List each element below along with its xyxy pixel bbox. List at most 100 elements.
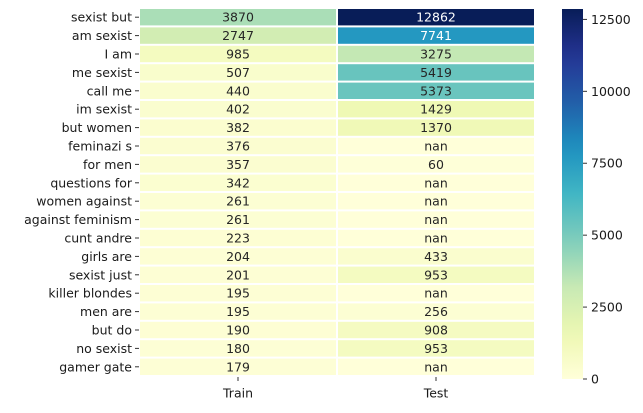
cell-value-men-are-test: 256 [424,304,448,319]
cell-value-cunt-andre-test: nan [424,231,448,246]
row-label-sexist-but: sexist but [71,10,132,25]
cell-women-against-train [140,193,336,210]
cell-but-women-train [140,119,336,136]
row-label-questions-for: questions for [50,175,133,190]
cell-no-sexist-test [338,340,534,357]
row-label-men-are: men are [80,304,132,319]
cell-im-sexist-train [140,101,336,118]
cell-value-but-do-test: 908 [424,323,448,338]
row-label-cunt-andre: cunt andre [64,231,132,246]
cell-cunt-andre-train [140,229,336,247]
cell-value-im-sexist-train: 402 [226,102,250,117]
colorbar-label-7500: 7500 [591,156,623,171]
cell-value-killer-blondes-test: nan [424,286,448,301]
cell-no-sexist-train [140,340,336,357]
cell-me-sexist-test [338,64,534,81]
row-label-i-am: I am [105,47,133,62]
cell-me-sexist-train [140,64,336,81]
cell-sexist-but-test [338,9,534,26]
cell-value-sexist-but-train: 3870 [222,10,254,25]
cell-sexist-just-test [338,266,534,283]
cell-value-gamer-gate-train: 179 [226,359,250,374]
cell-value-call-me-test: 5373 [420,83,452,98]
cell-value-no-sexist-test: 953 [424,341,448,356]
colorbar-label-0: 0 [591,372,599,387]
cell-value-no-sexist-train: 180 [226,341,250,356]
cell-questions-for-train [140,174,336,191]
cell-questions-for-test [338,174,534,191]
cell-but-do-train [140,321,336,339]
row-label-girls-are: girls are [81,249,132,264]
cell-men-are-train [140,303,336,320]
column-label-train: Train [222,386,253,401]
cell-value-call-me-train: 440 [226,83,250,98]
colorbar: 0 2500 5000 7500 10000 12500 [562,9,631,387]
cell-sexist-but-train [140,9,336,26]
row-labels: sexist but am sexist I am me sexist call me i… [24,10,139,374]
cell-value-sexist-just-test: 953 [424,267,448,282]
cell-value-men-are-train: 195 [226,304,250,319]
row-label-but-women: but women [62,120,132,135]
cell-men-are-test [338,303,534,320]
cell-value-girls-are-test: 433 [424,249,448,264]
row-label-for-men: for men [83,157,132,172]
colorbar-label-2500: 2500 [591,300,623,315]
cell-value-i-am-test: 3275 [420,47,452,62]
cell-value-but-women-test: 1370 [420,120,452,135]
cell-am-sexist-train [140,27,336,44]
row-label-gamer-gate: gamer gate [59,359,132,374]
cell-value-for-men-test: 60 [428,157,444,172]
cell-value-sexist-but-test: 12862 [416,10,456,25]
cell-value-me-sexist-train: 507 [226,65,250,80]
colorbar-label-10000: 10000 [591,84,631,99]
cell-value-feminazi-s-train: 376 [226,139,250,154]
cell-against-feminism-test [338,211,534,228]
cell-against-feminism-train [140,211,336,228]
cell-for-men-train [140,156,336,173]
row-label-killer-blondes: killer blondes [48,286,132,301]
cell-value-questions-for-train: 342 [226,175,250,190]
cell-value-am-sexist-train: 2747 [222,28,254,43]
cell-i-am-test [338,45,534,63]
cell-value-women-against-train: 261 [226,194,250,209]
cell-value-am-sexist-test: 7741 [420,28,452,43]
cell-value-sexist-just-train: 201 [226,267,250,282]
cell-feminazi-s-train [140,137,336,155]
row-label-me-sexist: me sexist [72,65,132,80]
cell-girls-are-train [140,248,336,265]
row-label-im-sexist: im sexist [76,102,132,117]
cell-but-women-test [338,119,534,136]
cell-gamer-gate-train [140,358,336,375]
cell-but-do-test [338,321,534,339]
row-label-call-me: call me [87,83,133,98]
cell-im-sexist-test [338,101,534,118]
cell-value-im-sexist-test: 1429 [420,102,452,117]
cell-value-feminazi-s-test: nan [424,139,448,154]
cell-value-but-women-train: 382 [226,120,250,135]
row-label-but-do: but do [92,323,132,338]
cell-killer-blondes-train [140,285,336,302]
cell-girls-are-test [338,248,534,265]
row-label-am-sexist: am sexist [72,28,132,43]
cell-cunt-andre-test [338,229,534,247]
row-label-against-feminism: against feminism [24,212,132,227]
cell-value-women-against-test: nan [424,194,448,209]
column-labels: Train Test [222,377,448,401]
row-label-feminazi-s: feminazi s [68,139,132,154]
cell-feminazi-s-test [338,137,534,155]
cell-value-but-do-train: 190 [226,323,250,338]
colorbar-label-12500: 12500 [591,12,631,27]
cell-value-against-feminism-train: 261 [226,212,250,227]
cell-call-me-train [140,82,336,99]
cell-value-cunt-andre-train: 223 [226,231,250,246]
cell-i-am-train [140,45,336,63]
cell-call-me-test [338,82,534,99]
row-label-no-sexist: no sexist [76,341,132,356]
cell-gamer-gate-test [338,358,534,375]
colorbar-gradient [562,9,583,379]
cell-women-against-test [338,193,534,210]
cell-sexist-just-train [140,266,336,283]
cell-value-gamer-gate-test: nan [424,359,448,374]
cell-value-girls-are-train: 204 [226,249,250,264]
